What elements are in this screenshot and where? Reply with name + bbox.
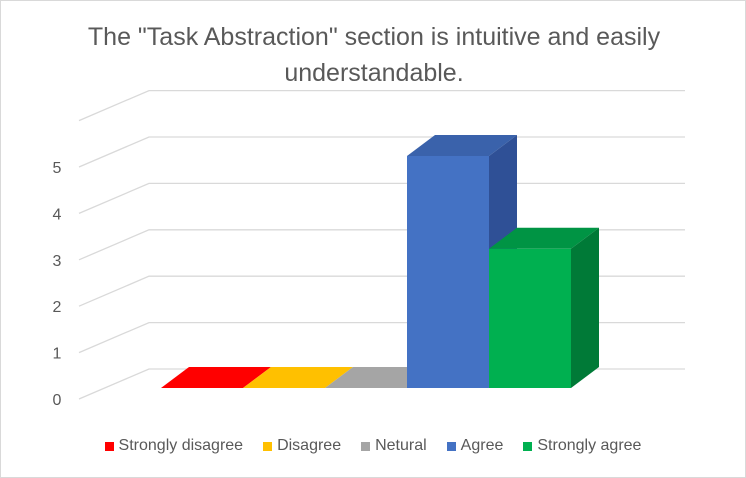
bar-top	[407, 135, 517, 156]
bars	[161, 135, 599, 388]
legend-label: Strongly disagree	[118, 437, 244, 454]
legend-item: Strongly agree	[523, 437, 641, 455]
y-axis-tick-labels: 0 1 2 3 4 5	[53, 160, 62, 409]
bar-top	[161, 367, 271, 388]
legend-swatch	[361, 441, 371, 451]
y-tick-label: 0	[53, 392, 62, 409]
legend-label: Netural	[375, 437, 427, 454]
y-tick-label: 3	[53, 253, 62, 270]
legend-item: Strongly disagree	[104, 437, 244, 455]
legend-label: Disagree	[277, 437, 342, 454]
legend-swatch	[446, 441, 456, 451]
bar-front	[407, 156, 489, 388]
legend-item: Netural	[361, 437, 427, 455]
y-tick-label: 2	[53, 299, 62, 316]
bar	[243, 367, 353, 388]
bar-side	[571, 227, 599, 388]
legend-label: Strongly agree	[537, 437, 642, 454]
legend-swatch	[263, 441, 273, 451]
legend-label: Agree	[460, 437, 504, 454]
bar-top	[243, 367, 353, 388]
gridline	[78, 182, 685, 214]
legend: Strongly disagree Disagree Netural Agree Str…	[1, 437, 745, 455]
chart-title: The "Task Abstraction" section is intuit…	[87, 23, 661, 87]
bar-top	[489, 227, 599, 249]
bar-front	[489, 248, 571, 388]
legend-item: Agree	[446, 437, 504, 455]
y-tick-label: 4	[53, 206, 62, 223]
y-tick-label: 1	[53, 346, 62, 363]
gridline	[78, 89, 685, 122]
bar	[489, 227, 599, 388]
y-tick-label: 5	[53, 160, 62, 177]
legend-swatch	[523, 441, 533, 451]
gridline	[78, 136, 685, 168]
legend-item: Disagree	[263, 437, 341, 455]
bar	[161, 367, 271, 388]
legend-swatch	[104, 441, 114, 451]
